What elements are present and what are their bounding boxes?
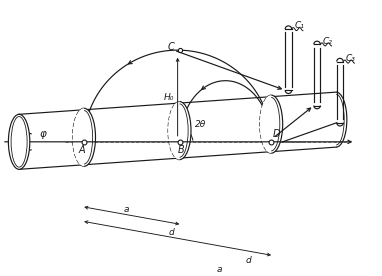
Text: C: C <box>168 42 175 52</box>
Ellipse shape <box>11 116 27 167</box>
Text: a: a <box>217 265 222 274</box>
Text: φ: φ <box>39 129 46 139</box>
Text: A: A <box>79 145 86 155</box>
Text: d: d <box>169 228 175 237</box>
Text: D: D <box>273 129 281 139</box>
Text: d: d <box>245 256 251 265</box>
Ellipse shape <box>168 102 191 160</box>
Ellipse shape <box>260 95 283 153</box>
Text: C₂: C₂ <box>323 37 333 46</box>
Text: 2θ: 2θ <box>195 120 206 129</box>
Ellipse shape <box>73 108 96 166</box>
Ellipse shape <box>8 114 30 169</box>
Text: C₃: C₃ <box>346 54 356 63</box>
Text: H₀: H₀ <box>164 93 175 102</box>
Text: C₁: C₁ <box>294 21 304 30</box>
Text: a: a <box>123 205 129 214</box>
Text: B: B <box>178 145 185 155</box>
